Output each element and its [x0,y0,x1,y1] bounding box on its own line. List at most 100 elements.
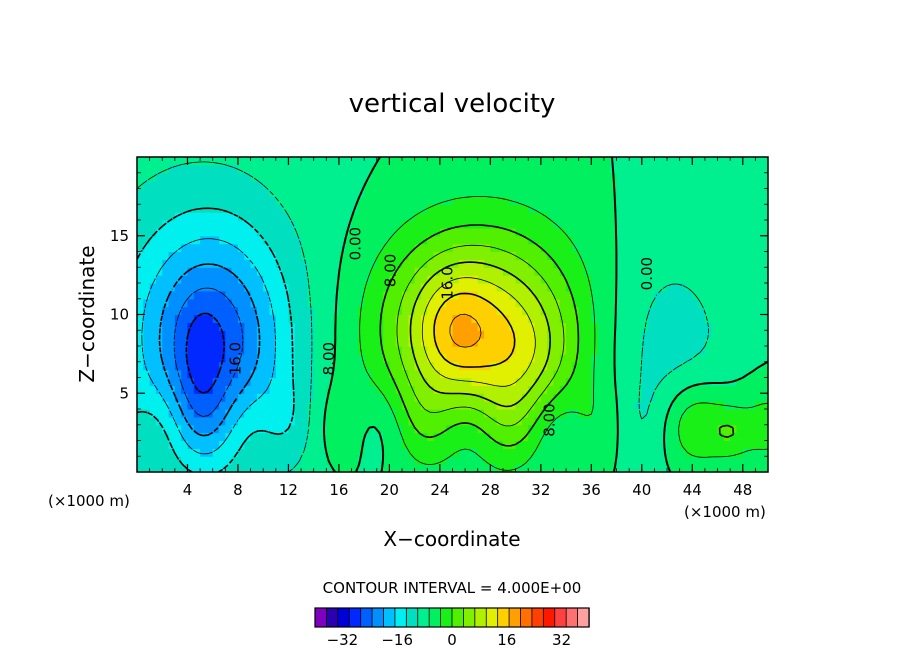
heatmap-cell [357,314,365,323]
heatmap-cell [225,235,233,245]
heatmap-cell [389,298,397,308]
heatmap-cell [162,306,170,316]
heatmap-cell [654,204,662,213]
heatmap-cell [635,251,643,260]
heatmap-cell [667,346,674,355]
heatmap-cell [383,227,390,237]
heatmap-cell [155,346,163,355]
x-axis-label: X−coordinate [383,527,520,551]
heatmap-cell [761,432,768,442]
heatmap-cell [572,393,580,402]
heatmap-cell [547,361,555,371]
heatmap-cell [219,456,226,465]
heatmap-cell [490,314,498,323]
heatmap-cell [616,448,624,457]
heatmap-cell [591,432,599,442]
heatmap-cell [610,204,618,213]
heatmap-cell [433,227,441,237]
heatmap-cell [730,283,738,292]
heatmap-cell [667,157,674,166]
heatmap-cell [597,424,605,434]
heatmap-cell [572,290,580,300]
heatmap-cell [559,220,567,229]
heatmap-cell [490,385,498,394]
heatmap-cell [231,464,239,472]
heatmap-cell [250,464,258,472]
heatmap-cell [193,157,201,166]
heatmap-cell [667,338,674,347]
heatmap-cell [155,369,163,379]
heatmap-cell [143,456,151,465]
heatmap-cell [231,298,239,308]
heatmap-cell [458,204,466,213]
heatmap-cell [622,353,630,363]
heatmap-cell [553,424,561,434]
heatmap-cell [490,377,498,386]
heatmap-cell [673,330,681,339]
heatmap-cell [326,290,334,300]
heatmap-cell [578,306,586,316]
heatmap-cell [528,401,536,410]
heatmap-cell [319,196,327,205]
heatmap-cell [641,416,649,426]
heatmap-cell [761,204,768,213]
heatmap-cell [357,298,365,308]
colorbar-swatch [531,607,545,628]
heatmap-cell [465,298,473,308]
heatmap-cell [698,298,706,308]
heatmap-cell [332,235,340,245]
heatmap-cell [225,353,233,363]
heatmap-cell [326,157,334,166]
heatmap-cell [528,369,536,379]
heatmap-cell [648,275,656,284]
heatmap-cell [597,401,605,410]
heatmap-cell [559,164,567,174]
heatmap-cell [572,338,580,347]
heatmap-cell [736,172,744,182]
colorbar-swatch [348,607,362,628]
heatmap-cell [219,204,226,213]
heatmap-cell [559,330,567,339]
heatmap-cell [458,432,466,442]
heatmap-cell [319,283,327,292]
heatmap-cell [635,330,643,339]
heatmap-cell [509,361,517,371]
heatmap-cell [610,369,618,379]
heatmap-cell [351,456,359,465]
heatmap-cell [597,353,605,363]
heatmap-cell [578,409,586,418]
heatmap-cell [566,235,573,245]
heatmap-cell [408,196,416,205]
heatmap-cell [698,157,706,166]
heatmap-cell [723,188,731,197]
heatmap-cell [553,314,561,323]
heatmap-cell [338,196,346,205]
heatmap-cell [496,196,504,205]
heatmap-cell [231,353,239,363]
heatmap-cell [515,338,523,347]
heatmap-cell [509,409,517,418]
heatmap-cell [181,385,189,394]
heatmap-cell [540,353,548,363]
heatmap-cell [597,212,605,221]
heatmap-cell [496,243,504,253]
heatmap-cell [591,424,599,434]
heatmap-cell [402,464,409,472]
heatmap-cell [711,267,719,276]
heatmap-cell [301,314,308,323]
heatmap-cell [761,353,768,363]
heatmap-cell [679,314,687,323]
heatmap-cell [509,448,517,457]
heatmap-cell [307,401,315,410]
heatmap-cell [496,227,504,237]
heatmap-cell [446,416,454,426]
heatmap-cell [515,353,523,363]
heatmap-cell [648,180,656,190]
heatmap-cell [490,464,498,472]
heatmap-cell [155,456,163,465]
colorbar-swatch [405,607,419,628]
heatmap-cell [692,393,700,402]
heatmap-cell [420,180,428,190]
heatmap-cell [685,424,693,434]
heatmap-cell [345,416,353,426]
